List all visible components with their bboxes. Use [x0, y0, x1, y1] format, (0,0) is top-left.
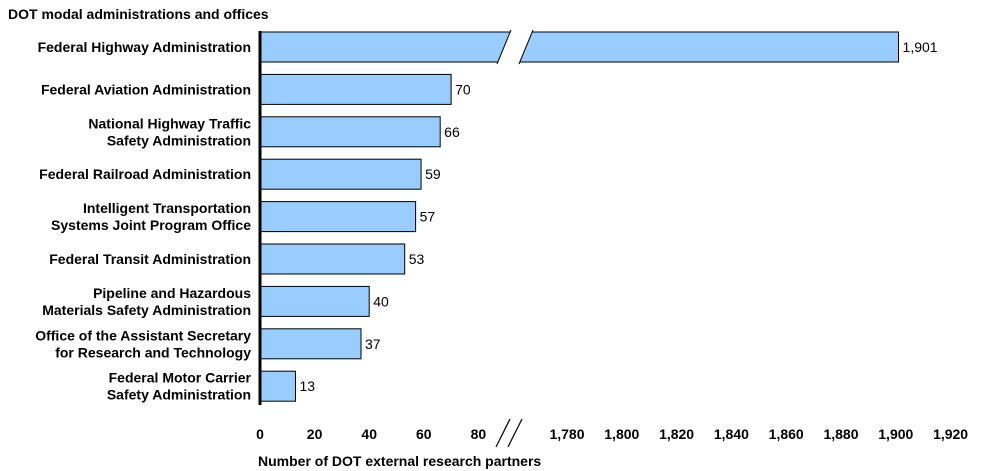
axis-break-line	[495, 418, 511, 448]
x-axis-title: Number of DOT external research partners	[258, 453, 541, 469]
chart-title: DOT modal administrations and offices	[8, 6, 269, 22]
value-label: 1,901	[903, 39, 938, 55]
category-label: National Highway Traffic	[88, 115, 251, 131]
x-tick-labels-layer: 0 20 40 60 80 1,780 1,800 1,820 1,840 1,860 1,880 1…	[256, 426, 968, 442]
x-tick-label: 1,800	[604, 426, 639, 442]
value-label: 40	[373, 293, 389, 309]
category-label: Federal Railroad Administration	[39, 166, 251, 182]
category-label: Federal Transit Administration	[49, 251, 251, 267]
x-tick-label: 60	[416, 426, 432, 442]
x-tick-label: 40	[361, 426, 377, 442]
value-label: 57	[420, 209, 436, 225]
x-tick-label: 1,900	[878, 426, 913, 442]
bar	[259, 285, 370, 317]
bar	[259, 73, 452, 105]
value-label: 53	[409, 251, 425, 267]
bar	[259, 328, 362, 360]
category-label: Safety Administration	[107, 132, 251, 148]
category-label: Federal Aviation Administration	[41, 81, 251, 97]
bar	[259, 370, 296, 402]
x-tick-label: 1,880	[823, 426, 858, 442]
x-tick-label: 80	[471, 426, 487, 442]
x-tick-label: 1,860	[769, 426, 804, 442]
category-label: Systems Joint Program Office	[51, 217, 251, 233]
bar-break-gap	[497, 30, 533, 64]
bar	[259, 158, 422, 190]
category-label: Materials Safety Administration	[42, 302, 251, 318]
category-label: Federal Highway Administration	[38, 39, 251, 55]
x-tick-label: 1,780	[549, 426, 584, 442]
bar-break-line	[518, 29, 534, 65]
x-tick-label: 1,820	[659, 426, 694, 442]
category-labels-layer: Federal Highway Administration Federal Av…	[35, 39, 251, 403]
x-tick-label: 20	[307, 426, 323, 442]
axis-break-line	[507, 418, 523, 448]
category-label: Intelligent Transportation	[83, 200, 251, 216]
bar-break-line	[496, 29, 512, 65]
bar	[259, 116, 441, 148]
bar	[259, 201, 417, 233]
x-tick-label: 1,920	[933, 426, 968, 442]
bars-layer	[259, 29, 900, 402]
x-tick-label: 1,840	[714, 426, 749, 442]
axis-break-marks	[495, 418, 523, 448]
x-tick-label: 0	[256, 426, 264, 442]
category-label: Safety Administration	[107, 387, 251, 403]
category-label: Federal Motor Carrier	[109, 370, 252, 386]
category-label: Pipeline and Hazardous	[93, 285, 251, 301]
value-label: 66	[444, 124, 460, 140]
category-label: Office of the Assistant Secretary	[35, 327, 251, 343]
bar	[259, 31, 900, 63]
value-label: 59	[425, 166, 441, 182]
value-label: 37	[365, 336, 381, 352]
bar	[259, 243, 406, 275]
value-label: 13	[299, 378, 315, 394]
value-label: 70	[455, 81, 471, 97]
value-labels-layer: 1,901 70 66 59 57 53 40 37 13	[299, 39, 937, 394]
category-label: for Research and Technology	[55, 344, 251, 360]
